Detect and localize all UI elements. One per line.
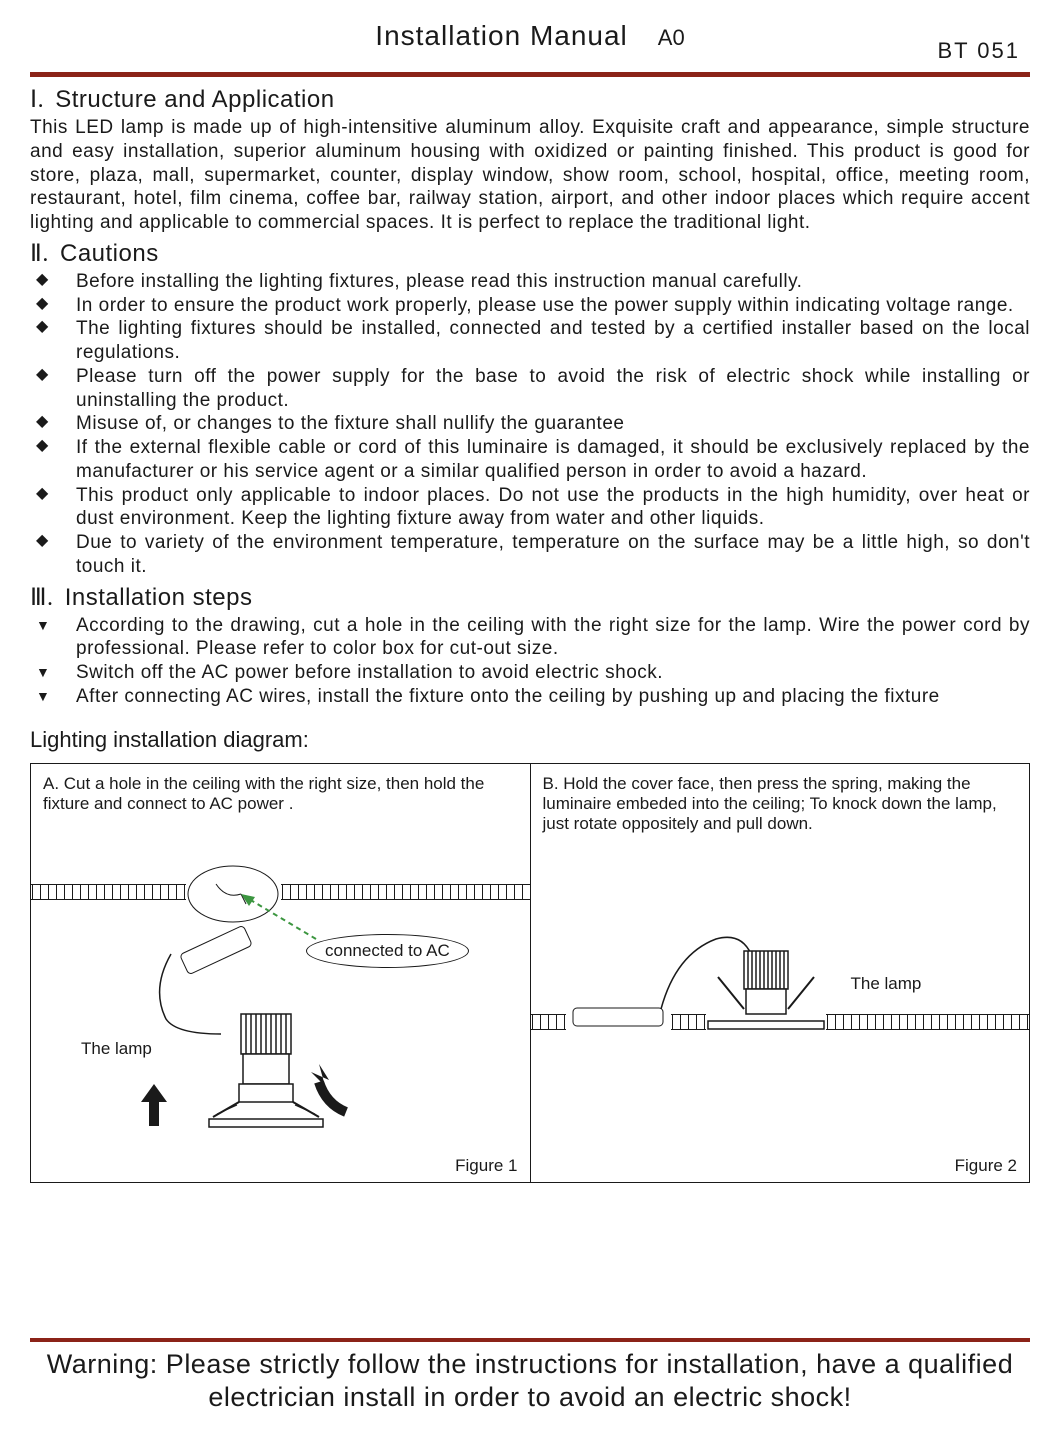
- section1-heading: Ⅰ. Structure and Application: [30, 85, 1030, 114]
- ceiling-pattern: [671, 1014, 706, 1030]
- section2-heading: Ⅱ. Cautions: [30, 239, 1030, 268]
- diagram-panel-a: A. Cut a hole in the ceiling with the ri…: [31, 764, 531, 1182]
- section2-title: Cautions: [60, 240, 159, 267]
- up-arrow-icon: [141, 1084, 181, 1134]
- warning-text: Warning: Please strictly follow the inst…: [30, 1348, 1030, 1413]
- step-item: According to the drawing, cut a hole in …: [30, 614, 1030, 662]
- header-revision: A0: [658, 25, 685, 51]
- section3-heading: Ⅲ. Installation steps: [30, 583, 1030, 612]
- page-header: Installation Manual A0 BT 051: [30, 20, 1030, 62]
- section1-body: This LED lamp is made up of high-intensi…: [30, 116, 1030, 235]
- lamp-label-a: The lamp: [81, 1039, 152, 1059]
- header-code: BT 051: [937, 38, 1020, 64]
- header-title: Installation Manual: [375, 20, 627, 52]
- top-divider: [30, 72, 1030, 77]
- caution-item: Misuse of, or changes to the fixture sha…: [30, 412, 1030, 436]
- curved-arrow-icon: [311, 1064, 361, 1124]
- caution-item: The lighting fixtures should be installe…: [30, 317, 1030, 365]
- cautions-list: Before installing the lighting fixtures,…: [30, 270, 1030, 579]
- section3-title: Installation steps: [65, 584, 253, 611]
- section3-roman: Ⅲ.: [30, 585, 54, 611]
- steps-list: According to the drawing, cut a hole in …: [30, 614, 1030, 709]
- panel-a-text: A. Cut a hole in the ceiling with the ri…: [43, 774, 518, 815]
- ac-callout: connected to AC: [306, 934, 469, 968]
- diagram-container: A. Cut a hole in the ceiling with the ri…: [30, 763, 1030, 1183]
- ceiling-pattern: [826, 1014, 1030, 1030]
- figure-1-label: Figure 1: [455, 1156, 517, 1176]
- diagram-title: Lighting installation diagram:: [30, 727, 1030, 753]
- caution-item: Before installing the lighting fixtures,…: [30, 270, 1030, 294]
- step-item: After connecting AC wires, install the f…: [30, 685, 1030, 709]
- diagram-panel-b: B. Hold the cover face, then press the s…: [531, 764, 1030, 1182]
- caution-item: Please turn off the power supply for the…: [30, 365, 1030, 413]
- section1-roman: Ⅰ.: [30, 87, 44, 113]
- section1-title: Structure and Application: [55, 86, 334, 113]
- figure-2-label: Figure 2: [955, 1156, 1017, 1176]
- warning-box: Warning: Please strictly follow the inst…: [30, 1338, 1030, 1413]
- caution-item: This product only applicable to indoor p…: [30, 484, 1030, 532]
- warning-divider: [30, 1338, 1030, 1342]
- panel-b-text: B. Hold the cover face, then press the s…: [543, 774, 1018, 835]
- lamp-label-b: The lamp: [851, 974, 922, 994]
- step-item: Switch off the AC power before installat…: [30, 661, 1030, 685]
- ceiling-pattern: [531, 1014, 566, 1030]
- lamp-installed-icon: [706, 949, 826, 1044]
- caution-item: In order to ensure the product work prop…: [30, 294, 1030, 318]
- section2-roman: Ⅱ.: [30, 241, 49, 267]
- ceiling-pattern: [31, 884, 186, 900]
- caution-item: If the external flexible cable or cord o…: [30, 436, 1030, 484]
- caution-item: Due to variety of the environment temper…: [30, 531, 1030, 579]
